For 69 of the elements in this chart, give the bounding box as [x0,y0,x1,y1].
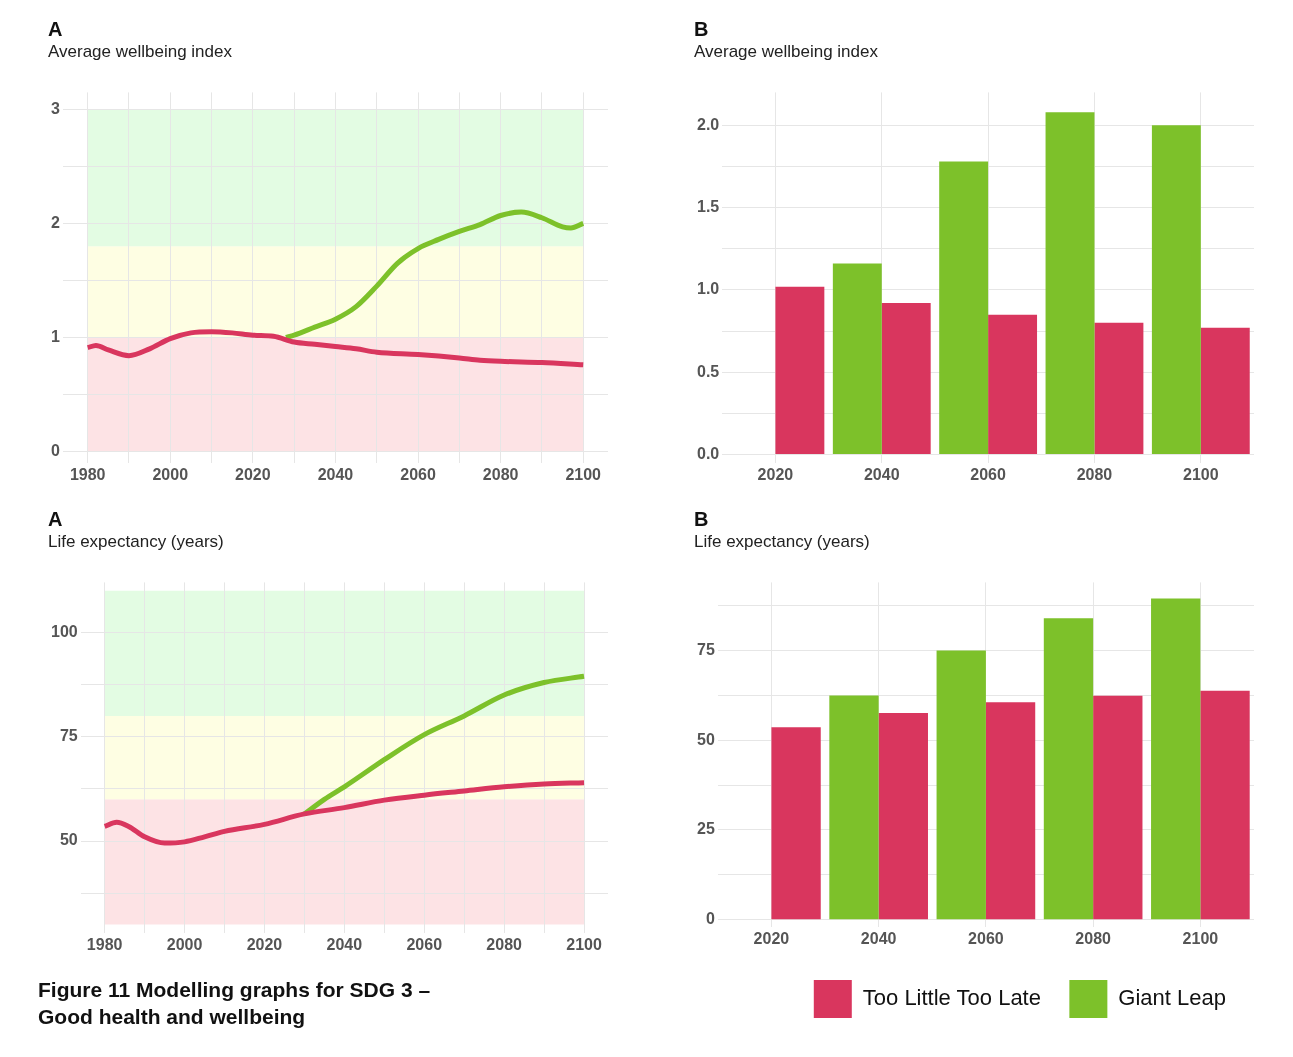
x-tick-label: 2080 [1076,465,1113,483]
bar [1045,112,1095,455]
bar [1200,327,1250,455]
x-tick-label: 2100 [1183,465,1219,483]
bar [985,702,1036,920]
y-tick-label: 3 [50,99,60,117]
y-tick-label: 1 [50,327,60,345]
bar [1043,618,1094,920]
x-tick-label: 2040 [317,465,354,483]
x-tick-label: 2020 [753,929,790,947]
x-tick-label: 2000 [166,935,203,953]
y-tick-label: 50 [697,730,715,748]
x-tick-label: 1980 [86,935,123,953]
bar [1151,598,1201,920]
x-tick-label: 2060 [968,929,1004,947]
chart-title: A [48,507,63,530]
x-tick-label: 2060 [406,935,443,953]
y-tick-label: 0.0 [696,444,720,462]
y-tick-label: 75 [59,727,78,745]
y-tick-label: 50 [59,831,78,849]
y-tick-label: 1.5 [696,198,720,216]
x-tick-label: 2080 [486,935,523,953]
bar [939,161,989,455]
y-tick-label: 75 [697,640,715,658]
x-tick-label: 2020 [246,935,283,953]
chart-subtitle: Life expectancy (years) [694,531,870,551]
y-tick-label: 1.0 [696,280,720,298]
y-tick-label: 0 [50,441,60,459]
bar [1094,322,1144,455]
chart-subtitle: Average wellbeing index [48,41,233,61]
bar [832,263,882,455]
y-tick-label: 2 [50,213,60,231]
bar [936,650,986,920]
y-tick-label: 100 [50,622,78,640]
bar [775,286,825,455]
bar [1093,695,1143,920]
bar [829,695,879,920]
bar [878,712,928,920]
bar [988,314,1038,455]
chart-subtitle: Average wellbeing index [694,41,879,61]
y-tick-label: 25 [697,820,715,838]
x-tick-label: 2060 [970,465,1007,483]
x-tick-label: 1980 [69,465,106,483]
legend-label: Giant Leap [1118,985,1226,1011]
y-tick-label: 2.0 [696,115,720,133]
chart-title: B [694,17,709,40]
x-tick-label: 2100 [1182,929,1219,947]
chart-title: B [694,507,709,530]
bar [771,727,821,920]
x-tick-label: 2040 [863,465,900,483]
x-tick-label: 2020 [757,465,794,483]
y-tick-label: 0.5 [696,362,720,380]
x-tick-label: 2020 [235,465,271,483]
x-tick-label: 2000 [152,465,189,483]
bar [881,303,931,455]
x-tick-label: 2100 [565,465,602,483]
y-tick-label: 0 [705,910,715,928]
x-tick-label: 2080 [482,465,519,483]
x-tick-label: 2040 [326,935,363,953]
bar [1200,690,1250,920]
bar [1151,125,1201,455]
x-tick-label: 2040 [860,929,897,947]
x-tick-label: 2060 [400,465,436,483]
caption: Figure 11 Modelling graphs for SDG 3 – Good health and wellbeing [38,977,432,1030]
legend-label: Too Little Too Late [862,985,1041,1011]
chart-title: A [48,17,63,40]
x-tick-label: 2100 [566,935,602,953]
x-tick-label: 2080 [1075,929,1112,947]
chart-subtitle: Life expectancy (years) [48,531,224,551]
